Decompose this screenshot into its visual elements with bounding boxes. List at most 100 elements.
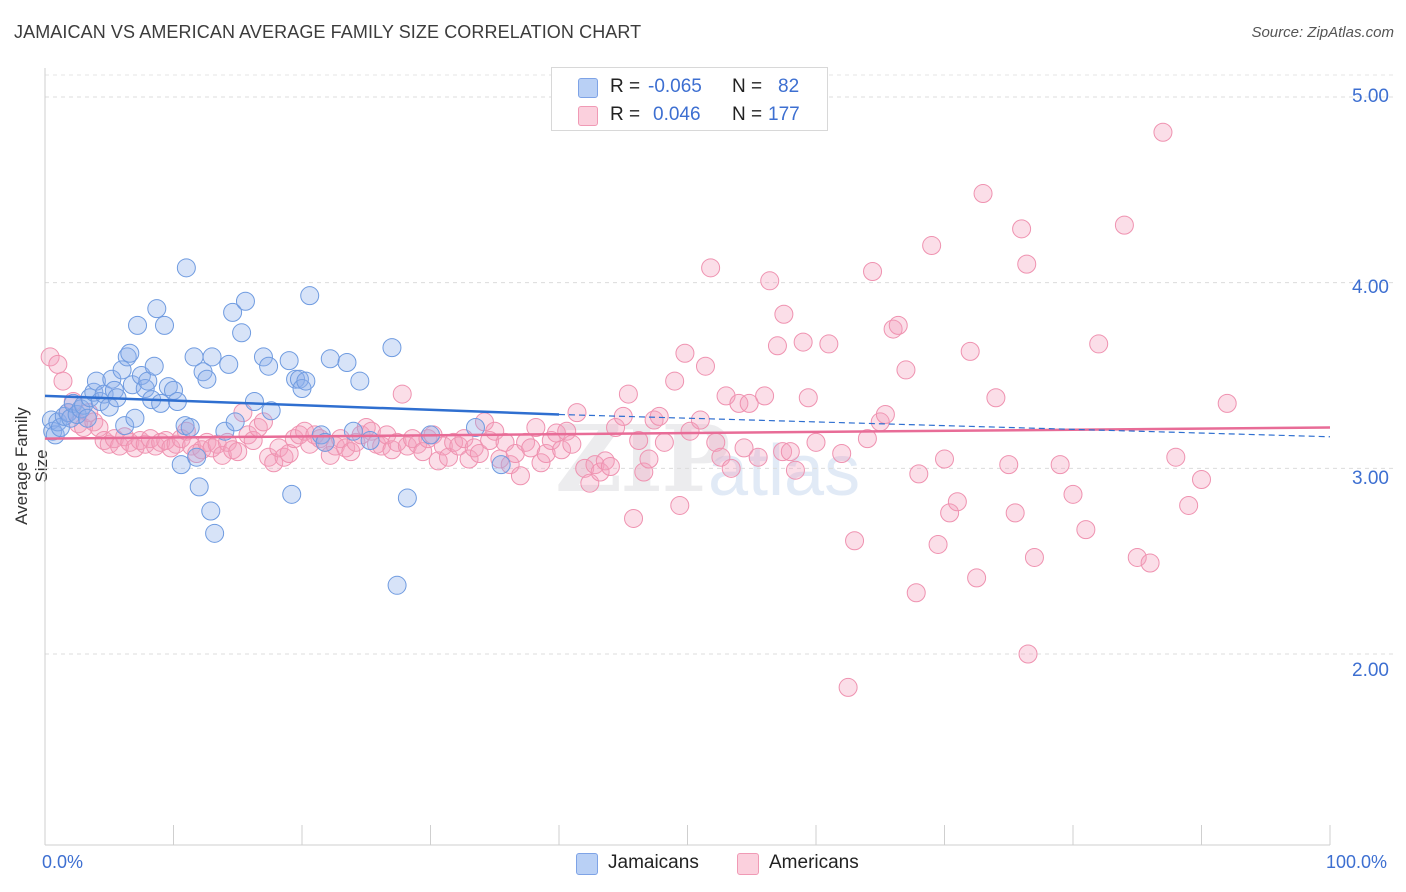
american-point [595,451,615,471]
jamaican-point [219,354,239,374]
american-point [793,332,813,352]
jamaican-point [315,432,335,452]
american-point [1089,334,1109,354]
american-point [600,456,620,476]
american-point [947,492,967,512]
american-point [459,449,479,469]
y-tick-2: 2.00 [1352,660,1389,681]
american-point [896,360,916,380]
american-point [53,371,73,391]
jamaican-point [125,408,145,428]
jamaican-point [382,338,402,358]
jamaican-point [491,455,511,475]
american-point [618,384,638,404]
american-point [721,458,741,478]
american-point [999,455,1019,475]
jamaican-point [67,404,87,424]
jamaican-point [205,523,225,543]
americans-points [40,122,1237,697]
legend-swatch-americans [578,106,598,126]
grid-lines [45,74,1395,655]
american-point [909,464,929,484]
american-point [444,432,464,452]
jamaican-point [189,477,209,497]
jamaicans-points [41,258,511,595]
american-point [1179,495,1199,515]
american-point [780,442,800,462]
legend-n-label: N = [732,104,763,125]
american-point [986,388,1006,408]
american-point [940,503,960,523]
source-label: Source: ZipAtlas.com [1251,24,1394,41]
american-point [928,534,948,554]
jamaican-point [232,323,252,343]
american-point [1140,553,1160,573]
jamaican-point [397,488,417,508]
legend-row-jamaicans: R = -0.065 N = 82 [552,72,827,102]
american-point [832,443,852,463]
american-point [84,412,104,432]
american-point [392,384,412,404]
american-point [469,443,489,463]
american-point [935,449,954,469]
jamaican-point [296,371,316,391]
american-point [665,371,685,391]
american-point [1153,122,1173,142]
american-point [40,347,60,367]
jamaican-point [176,258,196,278]
jamaican-point [300,286,320,306]
american-point [967,568,987,588]
jamaican-point [350,371,370,391]
jamaican-point [201,501,221,521]
american-point [774,304,794,324]
jamaican-point [337,353,357,373]
american-point [875,404,895,424]
legend-n-value: 82 [778,76,800,97]
american-point [264,453,284,473]
american-point [1024,547,1044,567]
american-point [838,677,858,697]
x-tick-left: 0.0% [42,852,84,872]
american-point [1012,219,1032,239]
legend-r-label: R = [610,76,641,97]
jamaican-point [120,343,140,363]
american-point [284,429,304,449]
chart-title: JAMAICAN VS AMERICAN AVERAGE FAMILY SIZE… [14,22,642,42]
american-point [675,343,695,363]
bottom-legend-swatch-jamaicans [576,853,598,875]
jamaican-point [180,417,200,437]
american-point [590,462,610,482]
jamaican-point [144,356,164,376]
jamaicans-trend-extension [558,413,1331,438]
american-point [238,425,258,445]
jamaican-point [187,447,207,467]
american-point [760,271,780,291]
american-point [1166,447,1186,467]
american-point [806,432,826,452]
american-point [670,495,690,515]
american-point [1076,520,1096,540]
american-point [690,410,710,430]
bottom-legend-jamaicans: Jamaicans [608,852,699,873]
jamaican-point [77,408,97,428]
american-point [562,434,582,454]
y-tick-5: 5.00 [1352,86,1389,107]
jamaican-point [343,421,363,441]
american-point [1050,455,1070,475]
jamaican-point [223,302,243,322]
american-point [739,393,759,413]
american-point [624,508,644,528]
jamaican-point [244,391,264,411]
jamaican-point [128,315,148,335]
american-point [253,412,273,432]
american-point [1217,393,1237,413]
jamaican-point [279,351,299,371]
american-point [521,438,541,458]
american-point [464,438,484,458]
watermark-atlas: atlas [708,431,861,511]
jamaican-point [387,575,407,595]
legend-row-americans: R = 0.046 N = 177 [552,100,827,130]
american-point [729,393,749,413]
american-point [857,429,877,449]
american-point [279,443,299,463]
